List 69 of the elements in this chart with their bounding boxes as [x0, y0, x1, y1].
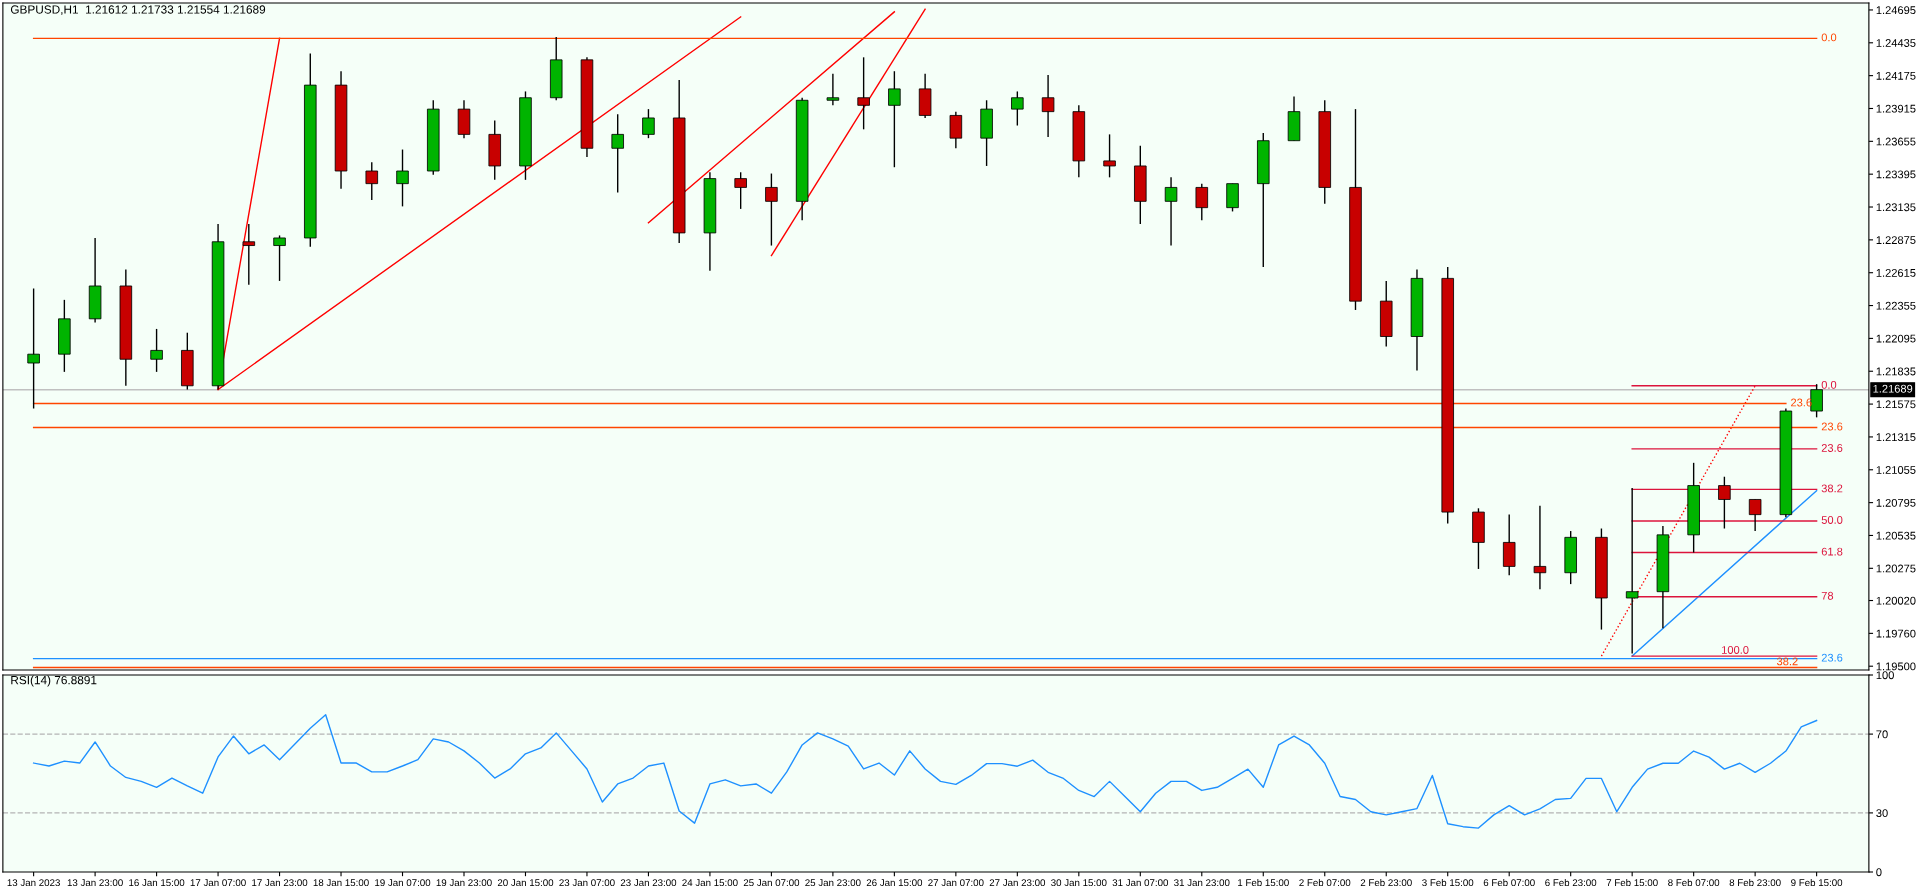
y-tick-label: 1.23655 — [1876, 137, 1916, 146]
series-label: 61.8 — [1821, 547, 1843, 556]
x-tick-label: 24 Jan 15:00 — [682, 879, 738, 887]
y-tick-label: 0 — [1876, 868, 1882, 877]
y-tick-label: 1.20795 — [1876, 498, 1916, 507]
y-tick-label: 30 — [1876, 809, 1888, 818]
x-tick-label: 2 Feb 23:00 — [1360, 878, 1412, 887]
series-label: 23.6 — [1821, 422, 1843, 431]
y-tick-label: 1.24175 — [1876, 71, 1916, 80]
series-label: 0.0 — [1821, 33, 1837, 42]
series-label: 0.0 — [1821, 380, 1837, 389]
x-tick-label: 18 Jan 15:00 — [313, 879, 369, 887]
series-label: 100.0 — [1722, 646, 1749, 654]
series-label: 38.2 — [1776, 657, 1798, 666]
x-tick-label: 1 Feb 15:00 — [1238, 878, 1289, 887]
x-tick-label: 30 Jan 15:00 — [1051, 879, 1107, 887]
x-tick-label: 17 Jan 07:00 — [190, 879, 246, 887]
y-tick-label: 1.24695 — [1876, 6, 1916, 15]
x-tick-label: 23 Jan 23:00 — [620, 879, 677, 887]
x-tick-label: 25 Jan 07:00 — [743, 879, 800, 887]
x-tick-label: 27 Jan 07:00 — [928, 879, 984, 887]
x-tick-label: 6 Feb 23:00 — [1545, 878, 1597, 887]
x-tick-label: 25 Jan 23:00 — [805, 879, 861, 887]
chart-title: RSI(14) 76.8891 — [11, 675, 97, 687]
y-tick-label: 1.21315 — [1876, 433, 1916, 442]
x-tick-label: 2 Feb 07:00 — [1299, 878, 1351, 887]
ref-line-label: 1.21689 — [1873, 384, 1913, 393]
y-tick-label: 1.23135 — [1876, 203, 1916, 212]
y-tick-label: 1.22615 — [1876, 268, 1916, 277]
y-tick-label: 1.20275 — [1876, 564, 1916, 573]
x-tick-label: 3 Feb 15:00 — [1422, 878, 1474, 887]
y-tick-label: 1.24435 — [1876, 39, 1916, 47]
x-tick-label: 8 Feb 07:00 — [1668, 878, 1720, 887]
x-tick-label: 19 Jan 23:00 — [436, 879, 492, 887]
x-tick-label: 9 Feb 15:00 — [1791, 878, 1843, 887]
series-label: 38.2 — [1821, 484, 1843, 493]
y-tick-label: 1.21835 — [1876, 367, 1916, 376]
x-tick-label: 31 Jan 07:00 — [1112, 879, 1169, 887]
x-tick-label: 13 Jan 2023 — [7, 879, 60, 887]
y-tick-label: 1.20535 — [1876, 531, 1916, 540]
x-tick-label: 20 Jan 15:00 — [497, 879, 554, 887]
series-label: 78 — [1821, 591, 1834, 600]
x-tick-label: 27 Jan 23:00 — [989, 879, 1046, 887]
x-tick-label: 17 Jan 23:00 — [252, 879, 308, 887]
y-tick-label: 1.19500 — [1876, 662, 1916, 671]
x-tick-label: 26 Jan 15:00 — [866, 879, 923, 887]
x-tick-label: 7 Feb 15:00 — [1606, 878, 1658, 887]
x-tick-label: 8 Feb 23:00 — [1729, 878, 1781, 887]
chart-title: GBPUSD,H1 1.21612 1.21733 1.21554 1.21689 — [10, 5, 266, 16]
x-tick-label: 31 Jan 23:00 — [1174, 879, 1230, 887]
x-tick-label: 19 Jan 07:00 — [375, 879, 431, 887]
y-tick-label: 1.20020 — [1876, 596, 1916, 605]
y-tick-label: 100 — [1876, 671, 1894, 680]
y-tick-label: 1.22355 — [1876, 301, 1916, 310]
x-tick-label: 23 Jan 07:00 — [559, 879, 615, 887]
series-label: 23.6 — [1821, 444, 1843, 452]
y-tick-label: 1.21055 — [1876, 466, 1916, 474]
y-tick-label: 70 — [1876, 730, 1888, 739]
x-tick-label: 16 Jan 15:00 — [129, 879, 185, 887]
y-tick-label: 1.22095 — [1876, 334, 1916, 343]
y-tick-label: 1.23395 — [1876, 170, 1916, 179]
x-tick-label: 6 Feb 07:00 — [1483, 878, 1535, 887]
y-tick-label: 1.19760 — [1876, 629, 1916, 638]
x-tick-label: 13 Jan 23:00 — [67, 879, 123, 887]
y-tick-label: 1.21575 — [1876, 400, 1916, 409]
series-label: 23.6 — [1821, 653, 1843, 662]
y-tick-label: 1.23915 — [1876, 104, 1916, 113]
y-tick-label: 1.22875 — [1876, 236, 1916, 244]
series-label: 50.0 — [1821, 516, 1843, 524]
